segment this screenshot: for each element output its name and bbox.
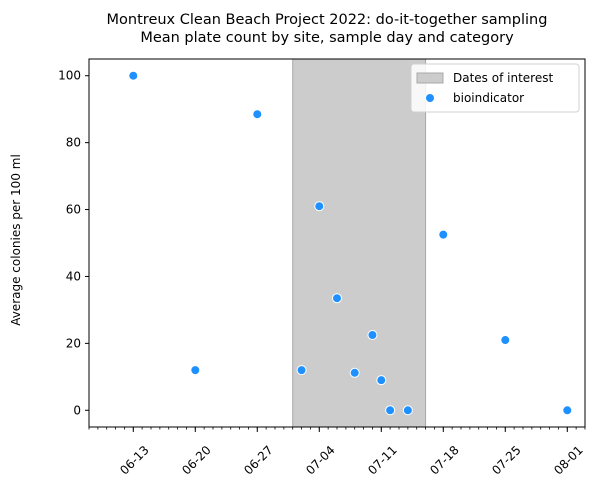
data-point	[190, 365, 201, 376]
data-point	[500, 335, 511, 346]
x-tick-label: 07-11	[365, 443, 400, 478]
data-point	[314, 201, 325, 212]
x-axis: 06-13 06-20 06-27 07-04 07-11 07-18 07-25 08-01	[88, 427, 586, 478]
data-point	[402, 405, 413, 416]
y-tick-label: 20	[66, 336, 81, 350]
y-tick-label: 0	[73, 403, 81, 417]
legend: Dates of interest bioindicator	[410, 63, 580, 113]
legend-box	[410, 63, 580, 113]
legend-span-swatch	[416, 72, 444, 84]
y-tick-label: 60	[66, 203, 81, 217]
data-point	[367, 330, 378, 340]
legend-point-marker	[425, 93, 435, 103]
x-tick-label: 06-27	[241, 443, 276, 478]
data-point	[252, 109, 263, 120]
data-point	[562, 405, 573, 416]
x-tick-label: 07-18	[427, 443, 462, 478]
plot-frame	[88, 58, 586, 428]
chart-subtitle: Mean plate count by site, sample day and…	[140, 30, 514, 46]
legend-span-label: Dates of interest	[453, 71, 553, 85]
x-tick-label: 06-20	[179, 443, 214, 478]
y-tick-label: 80	[66, 136, 81, 150]
x-tick-label: 07-04	[303, 443, 338, 478]
dates-of-interest-span	[292, 58, 427, 428]
y-axis-label: Average colonies per 100 ml	[9, 154, 23, 326]
x-tick-label: 07-25	[489, 443, 524, 478]
y-axis: 0 20 40 60 80 100	[58, 69, 89, 417]
points-layer	[128, 70, 573, 416]
data-point	[349, 367, 360, 378]
y-tick-label: 40	[66, 269, 81, 283]
x-tick-label: 06-13	[117, 443, 152, 478]
data-point	[296, 365, 307, 376]
data-point	[385, 405, 396, 416]
chart-title: Montreux Clean Beach Project 2022: do-it…	[107, 12, 548, 28]
y-tick-label: 100	[58, 69, 81, 83]
legend-series-label: bioindicator	[453, 91, 524, 105]
data-point	[128, 70, 139, 81]
data-point	[438, 229, 449, 240]
data-point	[376, 375, 387, 386]
x-tick-label: 08-01	[551, 443, 586, 478]
data-point	[332, 293, 342, 304]
span-layer	[292, 58, 427, 428]
